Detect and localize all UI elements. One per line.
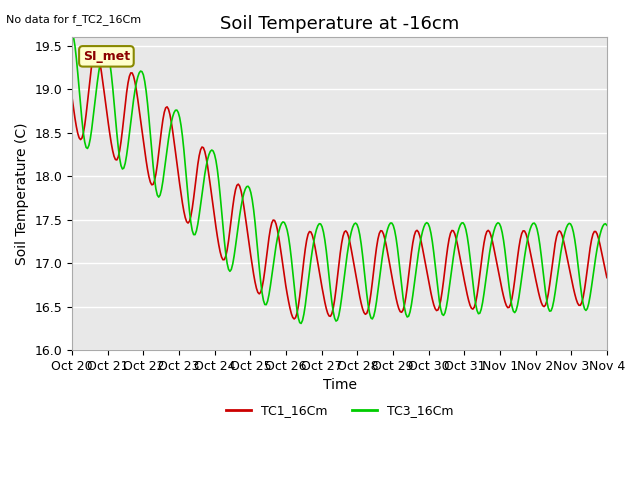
TC1_16Cm (104, 121, 112, 127)
Line: TC1_16Cm: TC1_16Cm (72, 49, 607, 319)
TC1_16Cm (532, 276, 540, 282)
TC1_16Cm (602, 268, 609, 274)
TC3_16Cm (86, 136, 94, 142)
TC3_16Cm (600, 221, 608, 227)
TC3_16Cm (531, 220, 538, 226)
Legend: TC1_16Cm, TC3_16Cm: TC1_16Cm, TC3_16Cm (221, 399, 458, 422)
Text: No data for f_TC2_16Cm: No data for f_TC2_16Cm (6, 14, 141, 25)
Y-axis label: Soil Temperature (C): Soil Temperature (C) (15, 122, 29, 265)
TC1_16Cm (68, 96, 76, 101)
Title: Soil Temperature at -16cm: Soil Temperature at -16cm (220, 15, 459, 33)
TC3_16Cm (345, 242, 353, 248)
Line: TC3_16Cm: TC3_16Cm (72, 37, 607, 324)
TC3_16Cm (297, 321, 305, 326)
X-axis label: Time: Time (323, 378, 356, 392)
TC1_16Cm (603, 275, 611, 280)
TC3_16Cm (68, 35, 76, 40)
TC1_16Cm (291, 316, 298, 322)
TC1_16Cm (346, 240, 354, 246)
TC1_16Cm (452, 236, 460, 241)
TC3_16Cm (603, 222, 611, 228)
TC1_16Cm (86, 73, 94, 79)
TC3_16Cm (451, 246, 458, 252)
TC3_16Cm (103, 47, 111, 53)
TC1_16Cm (92, 47, 100, 52)
Text: SI_met: SI_met (83, 50, 130, 63)
